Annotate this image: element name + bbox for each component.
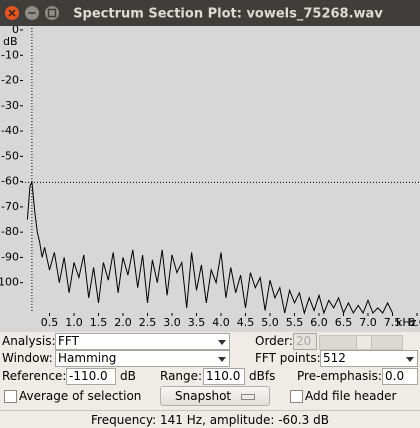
x-tick-label: 5.5 <box>286 316 304 329</box>
y-tick-label: -90 <box>1 250 19 263</box>
status-frequency-unit: Hz, amplitude: <box>186 413 275 427</box>
analysis-combo[interactable]: FFT <box>55 333 230 350</box>
x-tick-label: 2.0 <box>114 316 132 329</box>
y-axis-label: dB <box>3 35 18 48</box>
x-tick-label: 8.0 <box>408 316 420 329</box>
file-header-label: Add file header <box>305 389 397 403</box>
x-tick-label: 3.5 <box>188 316 206 329</box>
y-tick-label: -100 <box>0 276 19 289</box>
average-label: Average of selection <box>19 389 142 403</box>
snapshot-indicator <box>240 393 255 400</box>
x-tick-label: 7.5 <box>384 316 402 329</box>
x-tick-label: 5.0 <box>261 316 279 329</box>
reference-unit: dB <box>120 369 136 383</box>
status-amplitude: -60.3 <box>278 413 310 427</box>
y-tick-label: -10 <box>1 48 19 61</box>
fft-points-label: FFT points: <box>255 351 321 365</box>
y-tick-label: -20 <box>1 74 19 87</box>
spectrum-plot: 0 -10 -20 -30 -40 -50 -60 -70 -80 -90 -100 0.5 1.0 1.… <box>0 0 420 332</box>
snapshot-button[interactable]: Snapshot <box>160 386 270 406</box>
maximize-icon <box>47 8 57 18</box>
x-tick-label: 3.0 <box>163 316 181 329</box>
order-value: 20 <box>296 334 312 348</box>
fft-points-value: 512 <box>323 351 346 365</box>
pre-emphasis-value: 0.0 <box>385 369 405 383</box>
maximize-button[interactable] <box>45 6 59 20</box>
x-axis-label: kHz <box>396 316 417 329</box>
reference-value: -110.0 <box>69 369 108 383</box>
window-title: Spectrum Section Plot: vowels_75268.wav <box>73 7 383 22</box>
pre-emphasis-label: Pre-emphasis: <box>297 369 382 383</box>
x-tick-label: 6.0 <box>310 316 328 329</box>
plot-background <box>0 0 420 332</box>
status-frequency: 141 <box>160 413 183 427</box>
order-label: Order: <box>255 334 293 348</box>
y-tick-label: -30 <box>1 99 19 112</box>
order-spin[interactable]: 20 <box>293 333 317 350</box>
window-combo[interactable]: Hamming <box>55 350 230 367</box>
y-tick-label: -80 <box>1 225 19 238</box>
fft-points-combo[interactable]: 512 <box>320 350 418 367</box>
x-tick-label: 1.0 <box>65 316 83 329</box>
x-tick-label: 4.0 <box>212 316 230 329</box>
y-tick-label: -60 <box>1 175 19 188</box>
range-entry[interactable]: 110.0 <box>203 368 245 385</box>
snapshot-label: Snapshot <box>175 389 232 403</box>
x-tick-label: 4.5 <box>237 316 255 329</box>
x-tick-label: 1.5 <box>90 316 108 329</box>
range-value: 110.0 <box>206 369 241 383</box>
status-amplitude-unit: dB <box>313 413 329 427</box>
y-tick-label: -70 <box>1 200 19 213</box>
x-tick-label: 0.5 <box>41 316 59 329</box>
window-label: Window: <box>2 351 53 365</box>
status-bar: Frequency: 141 Hz, amplitude: -60.3 dB <box>0 410 420 428</box>
range-label: Range: <box>160 369 203 383</box>
spectrum-line <box>26 181 393 315</box>
analysis-label: Analysis: <box>2 334 56 348</box>
y-tick-label: -50 <box>1 149 19 162</box>
window-value: Hamming <box>58 351 117 365</box>
x-tick-label: 2.5 <box>139 316 157 329</box>
pre-emphasis-entry[interactable]: 0.0 <box>382 368 418 385</box>
x-tick-label: 6.5 <box>335 316 353 329</box>
slider-thumb[interactable] <box>356 336 372 349</box>
file-header-checkbox[interactable] <box>290 390 303 403</box>
average-checkbox[interactable] <box>4 390 17 403</box>
y-tick-label: 0 <box>12 23 19 36</box>
range-unit: dBfs <box>249 369 276 383</box>
reference-label: Reference: <box>2 369 67 383</box>
title-bar <box>0 0 420 26</box>
y-tick-label: -40 <box>1 124 19 137</box>
order-slider[interactable] <box>319 335 403 350</box>
x-tick-label: 7.0 <box>359 316 377 329</box>
reference-entry[interactable]: -110.0 <box>66 368 116 385</box>
close-icon <box>8 9 16 17</box>
analysis-value: FFT <box>58 334 79 348</box>
status-frequency-label: Frequency: <box>91 413 157 427</box>
